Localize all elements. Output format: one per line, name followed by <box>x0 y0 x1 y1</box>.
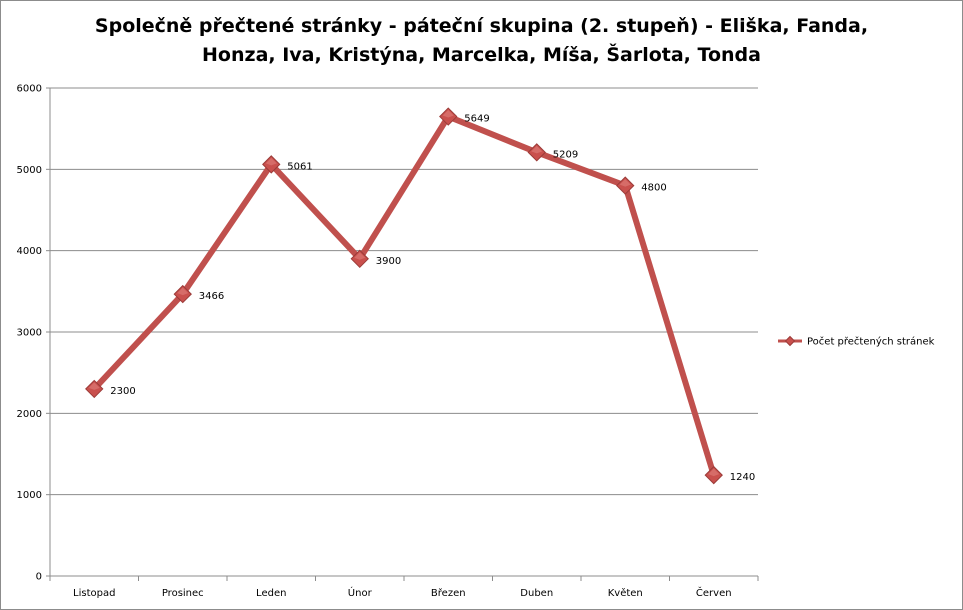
data-label: 3900 <box>376 256 401 267</box>
series-markers <box>85 107 723 485</box>
y-tick-label: 6000 <box>17 84 42 95</box>
y-tick-label: 1000 <box>17 490 42 501</box>
legend-marker <box>784 335 796 347</box>
axes <box>46 87 759 581</box>
marker-highlight <box>177 287 189 296</box>
x-tick-label: Březen <box>431 587 466 599</box>
x-tick-label: Duben <box>520 588 553 599</box>
marker-highlight <box>531 145 543 154</box>
chart-title: Společně přečtené stránky - páteční skup… <box>94 15 869 66</box>
y-tick-labels: 0 1000 2000 3000 4000 5000 6000 <box>17 84 42 583</box>
marker-highlight <box>265 157 277 166</box>
data-label: 1240 <box>730 472 755 483</box>
y-tick-label: 0 <box>36 572 42 583</box>
data-label: 5061 <box>287 161 312 172</box>
marker-highlight <box>708 468 720 477</box>
x-tick-label: Červen <box>696 586 732 599</box>
y-tick-label: 4000 <box>17 246 42 257</box>
legend-label: Počet přečtených stránek <box>807 336 935 348</box>
x-tick-label: Únor <box>348 586 373 599</box>
data-label: 5649 <box>464 114 489 125</box>
data-labels: 2300 3466 5061 3900 5649 5209 4800 1240 <box>110 114 755 484</box>
marker-highlight <box>88 382 100 390</box>
legend: Počet přečtených stránek <box>778 336 935 348</box>
x-tick-labels: Listopad Prosinec Leden Únor Březen Duben Květ… <box>73 586 732 599</box>
y-tick-label: 2000 <box>17 409 42 420</box>
data-label: 3466 <box>199 291 224 302</box>
marker-highlight <box>354 252 366 260</box>
x-tick-label: Listopad <box>73 588 115 599</box>
data-label: 5209 <box>553 149 578 160</box>
series-line <box>91 113 717 479</box>
data-label: 2300 <box>110 386 135 397</box>
series-line-path <box>91 113 717 479</box>
x-tick-label: Leden <box>256 588 286 599</box>
y-tick-label: 3000 <box>17 328 42 339</box>
y-tick-label: 5000 <box>17 165 42 176</box>
gridlines <box>50 87 758 496</box>
data-label: 4800 <box>641 183 666 194</box>
marker-highlight <box>619 179 631 187</box>
marker-highlight <box>442 110 454 118</box>
x-tick-label: Prosinec <box>162 588 204 599</box>
x-tick-label: Květen <box>608 587 643 599</box>
